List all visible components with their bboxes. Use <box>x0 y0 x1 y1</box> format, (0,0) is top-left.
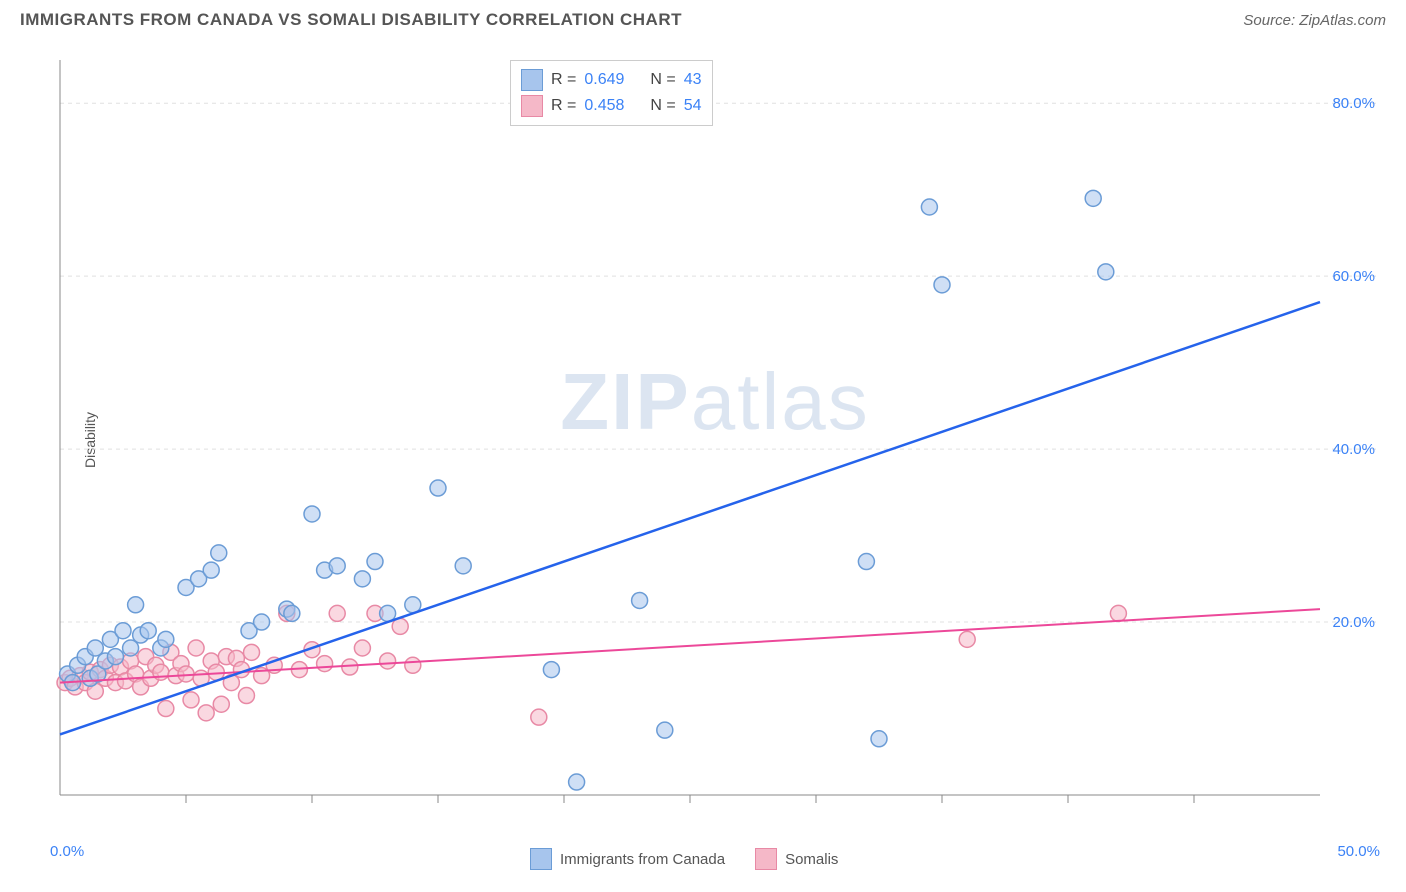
legend-stats-row: R = 0.458 N = 54 <box>521 93 702 119</box>
legend-swatch-blue <box>521 69 543 91</box>
legend-swatch-pink <box>521 95 543 117</box>
scatter-plot: 20.0% 40.0% 60.0% 80.0% <box>50 55 1380 825</box>
legend-item: Immigrants from Canada <box>530 848 725 870</box>
legend-bottom: Immigrants from Canada Somalis <box>530 848 838 870</box>
legend-swatch-pink <box>755 848 777 870</box>
legend-item: Somalis <box>755 848 838 870</box>
source-attribution: Source: ZipAtlas.com <box>1243 12 1386 29</box>
chart-area: Disability ZIPatlas 20.0%40.0%60.0%80.0%… <box>50 55 1380 825</box>
svg-text:60.0%: 60.0% <box>1332 268 1375 285</box>
svg-text:20.0%: 20.0% <box>1332 614 1375 631</box>
svg-text:40.0%: 40.0% <box>1332 441 1375 458</box>
legend-stats: R = 0.649 N = 43 R = 0.458 N = 54 <box>510 60 713 126</box>
chart-title: IMMIGRANTS FROM CANADA VS SOMALI DISABIL… <box>20 10 682 30</box>
legend-swatch-blue <box>530 848 552 870</box>
legend-stats-row: R = 0.649 N = 43 <box>521 67 702 93</box>
svg-text:80.0%: 80.0% <box>1332 95 1375 112</box>
